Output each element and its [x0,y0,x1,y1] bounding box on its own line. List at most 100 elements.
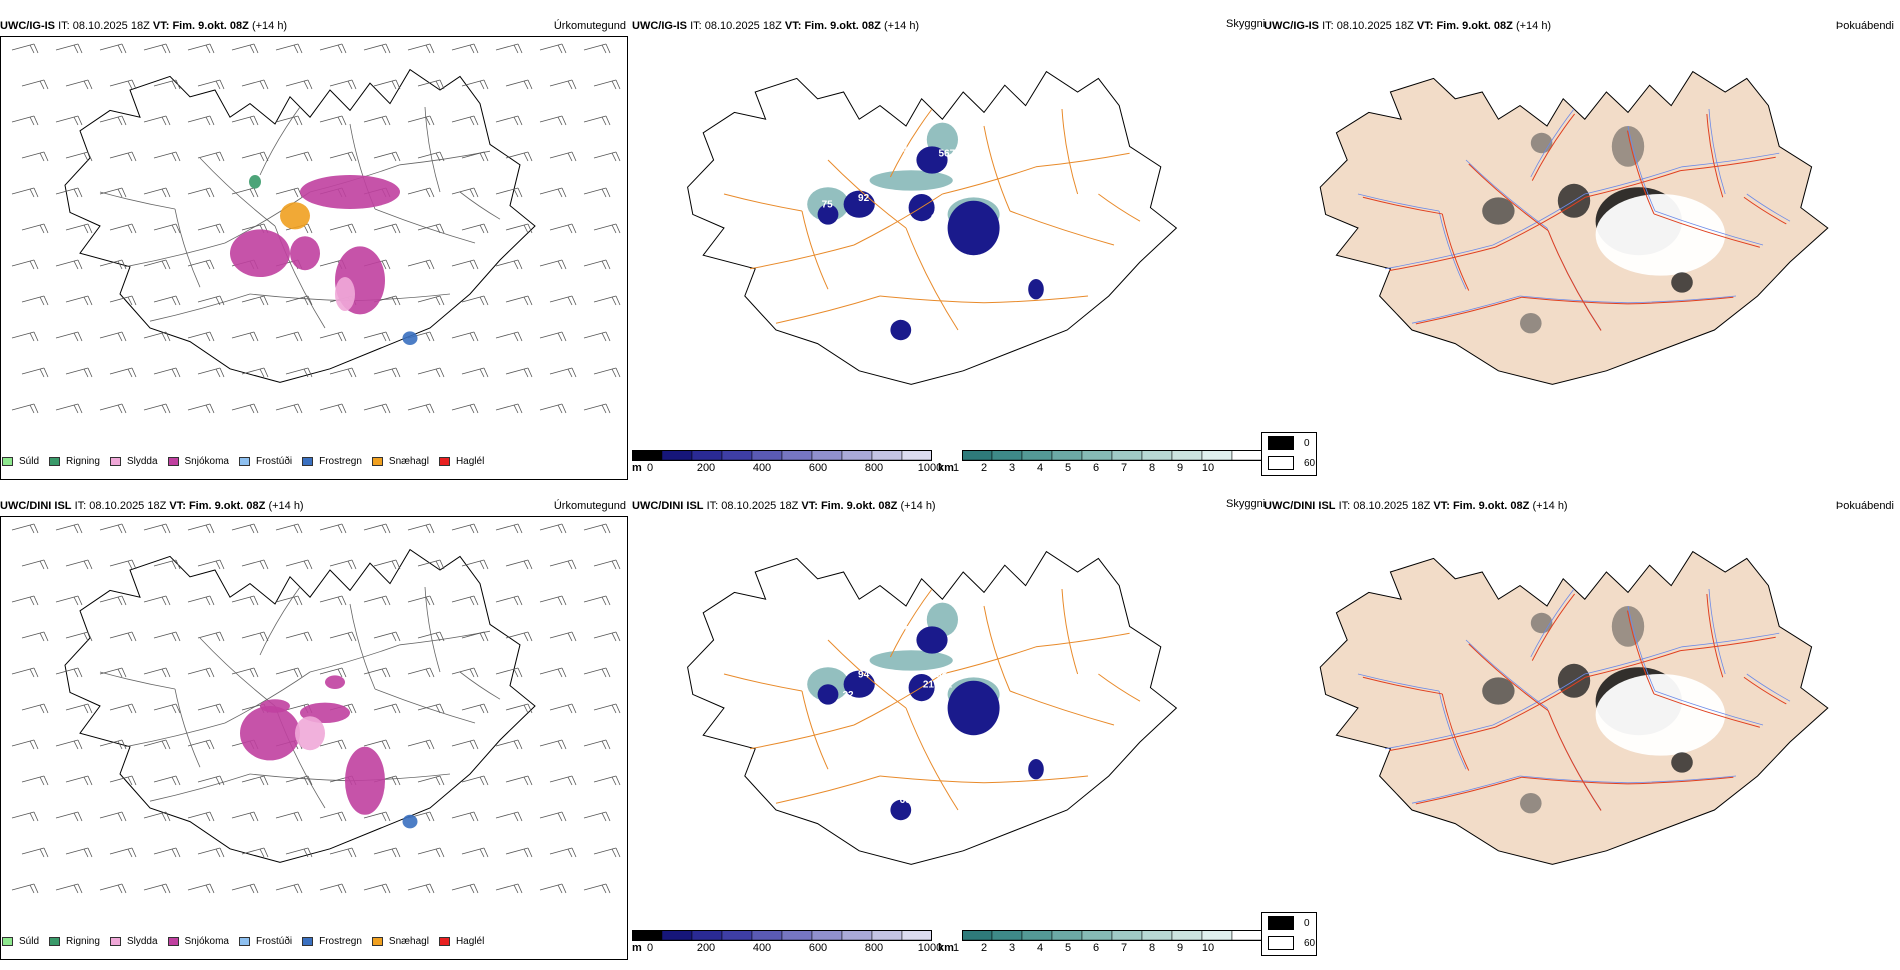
ceiling-value: 567 [938,149,955,160]
precip-type-label: Úrkomutegund [553,20,626,32]
legend-item: Snjókoma [167,935,229,947]
ceiling-tick: 200 [696,942,716,954]
visibility-bin [1081,450,1113,461]
precip-area [280,202,310,230]
legend-swatch [371,936,383,946]
visibility-bin [1111,930,1143,941]
visibility-tick: 4 [1036,942,1044,954]
fog-area [1595,674,1726,756]
ceiling-bin [751,930,783,941]
lead-time: (+14 h) [1532,500,1568,512]
visibility-tick: 6 [1092,462,1100,474]
ceiling-unit: m [632,942,642,954]
ceiling-bin [721,450,753,461]
precip-legend: Súld Rigning Slydda Snjókoma Frostúði Frostre… [2,453,494,469]
precip-area [230,229,290,277]
ceiling-value: 59 [894,312,906,323]
visibility-tick: 6 [1092,942,1100,954]
fog-legend-item: 0 [1262,433,1316,453]
fog-legend-swatch [1268,436,1294,450]
legend-label: Snjókoma [184,935,229,947]
legend-item: Slydda [109,935,158,947]
ceiling-bin [632,450,663,461]
legend-item: Rigning [49,936,100,947]
visibility-colorbar [962,930,1262,941]
precip-area [402,331,418,346]
ceiling-value: 414 [902,145,919,156]
visibility-tick: 7 [1120,462,1128,474]
ceiling-area [817,204,839,225]
legend-item: Snæhagl [371,455,429,467]
fog-legend-swatch [1268,456,1294,470]
visibility-tick: 5 [1064,462,1072,474]
legend-swatch [2,456,13,466]
precip-area [300,175,400,209]
lead-time: (+14 h) [900,500,936,512]
legend-item: Frostregn [302,456,362,467]
fog-map [1319,70,1829,385]
fog-legend-swatch [1268,916,1294,930]
ceiling-bin [871,450,903,461]
ceiling-value: 49 [894,193,906,204]
ceiling-tick: 600 [808,462,828,474]
visibility-unit: km [938,942,954,954]
legend-label: Snjókoma [184,455,229,467]
fog-legend-label: 0 [1304,917,1310,929]
valid-time: Fim. 9.okt. 08Z [172,20,249,32]
ceiling-value: 94 [858,669,870,680]
visibility-tick: 2 [980,942,988,954]
panel-title: UWC/DINI ISL IT: 08.10.2025 18Z VT: Fim.… [632,500,936,512]
visibility-tick: 3 [1008,462,1016,474]
precip-area [249,175,261,189]
legend-label: Súld [19,455,40,467]
legend-item: Súld [2,936,39,947]
fog-legend: 0 60 [1261,432,1317,476]
fog-area [1611,606,1645,647]
fog-area [1482,677,1515,705]
fog-label: Þokuábendi [1835,500,1894,512]
init-time: 08.10.2025 18Z [72,20,150,32]
fog-legend-label: 0 [1304,437,1310,449]
panel-title: UWC/IG-IS IT: 08.10.2025 18Z VT: Fim. 9.… [1264,20,1551,32]
visibility-tick: 1 [952,942,960,954]
visibility-tick: 5 [1064,942,1072,954]
it-label: IT: [1338,500,1351,512]
colorbar-border [632,450,932,461]
legend-swatch [49,936,61,946]
ceiling-bin [811,450,843,461]
ceiling-value: 67 [931,213,943,224]
ceiling-area [1028,279,1044,300]
wind-barbs [11,43,621,414]
ceiling-value: 48 [894,669,906,680]
fog-area [1520,313,1542,334]
ceiling-area [947,680,1000,736]
panel-title: UWC/DINI ISL IT: 08.10.2025 18Z VT: Fim.… [0,500,304,512]
ceiling-tick: 600 [808,942,828,954]
model-name: UWC/IG-IS [632,20,687,32]
ceiling-colorbar [632,450,932,461]
precip-area [240,706,300,761]
ceiling-tick: 800 [864,462,884,474]
legend-label: Snæhagl [388,455,429,467]
legend-swatch [2,936,13,946]
lead-time: (+14 h) [883,20,920,32]
ceiling-value: 95 [905,625,917,636]
visibility-bin [1051,930,1083,941]
legend-label: Slydda [126,935,158,947]
fog-area [1520,793,1542,814]
it-label: IT: [706,500,719,512]
visibility-tick: 10 [1201,942,1215,954]
fog-areas [1482,126,1726,334]
ceiling-tick: 0 [646,462,654,474]
visibility-label: Skyggni [1226,498,1266,510]
init-time: 08.10.2025 18Z [704,20,782,32]
ceiling-unit: m [632,462,642,474]
legend-item: Snjókoma [167,455,229,467]
visibility-tick: 8 [1148,462,1156,474]
ceiling-bin [811,930,843,941]
legend-swatch [238,456,250,466]
legend-label: Frostregn [319,935,362,947]
fog-legend-label: 60 [1304,457,1316,469]
ceiling-bin [901,930,932,941]
